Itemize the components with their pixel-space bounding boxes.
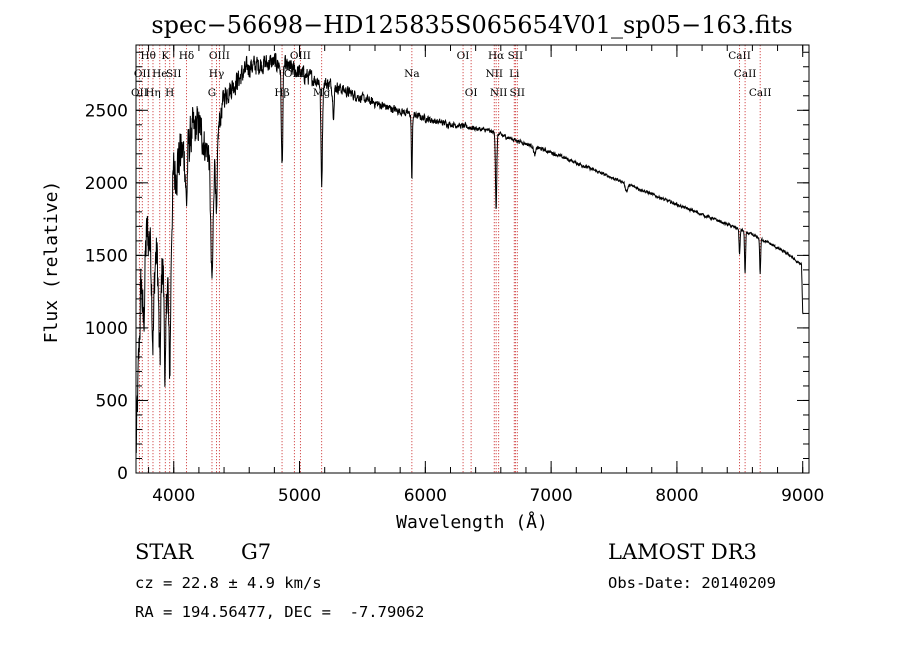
line-label-13: OIII — [284, 68, 305, 80]
line-label-21: NII — [490, 87, 507, 99]
spectrum-line — [135, 52, 804, 454]
line-label-14: OIII — [290, 50, 311, 62]
line-label-23: SII — [508, 50, 524, 62]
line-label-4: He — [152, 68, 167, 80]
x-tick-label-1: 5000 — [278, 486, 321, 506]
y-tick-label-0: 0 — [117, 464, 128, 484]
y-axis-label: Flux (relative) — [41, 181, 62, 344]
line-label-10: Hγ — [209, 68, 224, 80]
line-label-1: OII — [134, 68, 151, 80]
line-label-24: SII — [510, 87, 526, 99]
line-label-9: G — [208, 87, 216, 99]
line-label-16: Na — [404, 68, 419, 80]
axis-ticks: 4000 5000 6000 7000 8000 9000 0 500 1000 1500 2000… — [85, 45, 824, 506]
object-subclass: G7 — [241, 540, 272, 564]
y-tick-label-2: 1000 — [85, 319, 128, 339]
x-tick-label-5: 9000 — [781, 486, 824, 506]
line-label-11: OIII — [209, 50, 230, 62]
line-label-20: Hα — [488, 50, 504, 62]
y-tick-label-4: 2000 — [85, 174, 128, 194]
plot-frame — [135, 44, 810, 474]
y-tick-label-3: 1500 — [85, 246, 128, 266]
x-tick-label-2: 6000 — [404, 486, 447, 506]
line-label-22: Li — [509, 68, 520, 80]
y-tick-label-5: 2500 — [85, 101, 128, 121]
x-tick-label-4: 8000 — [655, 486, 698, 506]
line-label-0: OII — [131, 87, 148, 99]
emission-line-labels: OII OII Hθ Hη He K H SII Hδ G Hγ OIII Hβ OIII OIII Mg Na… — [131, 50, 772, 99]
object-class: STAR — [135, 540, 194, 564]
line-label-7: SII — [166, 68, 182, 80]
line-label-26: CaII — [734, 68, 757, 80]
coordinates: RA = 194.56477, DEC = -7.79062 — [135, 603, 425, 621]
emission-line-markers — [138, 45, 761, 473]
line-label-5: K — [161, 50, 169, 62]
x-tick-label-0: 4000 — [152, 486, 195, 506]
line-label-17: OI — [457, 50, 470, 62]
y-tick-label-1: 500 — [96, 391, 128, 411]
line-label-19: NII — [486, 68, 503, 80]
survey-name: LAMOST DR3 — [608, 540, 757, 564]
line-label-6: H — [165, 87, 174, 99]
line-label-18: OI — [465, 87, 478, 99]
observation-date: Obs-Date: 20140209 — [608, 574, 776, 592]
line-label-25: CaII — [728, 50, 751, 62]
line-label-12: Hβ — [274, 87, 289, 99]
line-label-3: Hη — [145, 87, 160, 99]
x-axis-label: Wavelength (Å) — [396, 511, 548, 533]
x-tick-label-3: 7000 — [529, 486, 572, 506]
line-label-2: Hθ — [140, 50, 155, 62]
line-label-15: Mg — [313, 87, 331, 99]
line-label-27: CaII — [749, 87, 772, 99]
redshift-velocity: cz = 22.8 ± 4.9 km/s — [135, 574, 322, 592]
line-label-8: Hδ — [179, 50, 194, 62]
chart-title: spec−56698−HD125835S065654V01_sp05−163.f… — [151, 11, 792, 39]
